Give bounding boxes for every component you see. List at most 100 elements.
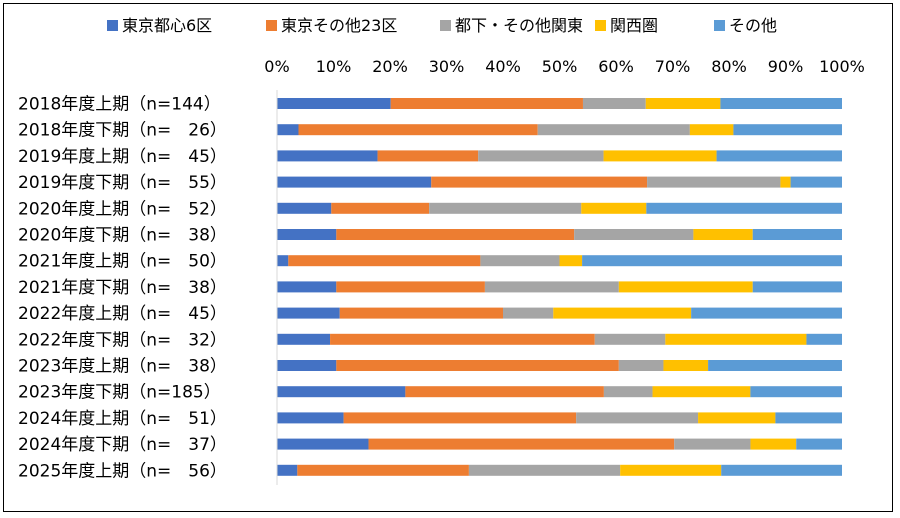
x-tick-label-8: 80% bbox=[711, 57, 747, 76]
bar-segment-9-3 bbox=[665, 333, 807, 345]
legend-swatch-4 bbox=[714, 20, 725, 31]
bar-segment-7-3 bbox=[618, 281, 753, 293]
bar-segment-3-3 bbox=[780, 176, 791, 188]
bar-segment-10-3 bbox=[663, 360, 709, 371]
bar-segment-3-1 bbox=[431, 176, 648, 188]
bar-segment-9-1 bbox=[330, 333, 595, 345]
x-tick-label-4: 40% bbox=[485, 57, 521, 76]
bar-segment-6-2 bbox=[480, 255, 560, 267]
bar-segment-5-0 bbox=[277, 229, 337, 240]
bar-segment-3-2 bbox=[647, 176, 781, 188]
bar-segment-14-2 bbox=[468, 464, 621, 476]
bar-segment-4-0 bbox=[277, 202, 332, 214]
bar-segment-2-4 bbox=[716, 150, 842, 162]
x-axis-tick-labels: 0% 10% 20% 30% 40% 50% 60% 70% 80% 90% 100% bbox=[264, 57, 865, 76]
bar-segment-5-1 bbox=[336, 229, 575, 240]
bar-segment-0-4 bbox=[720, 98, 842, 109]
bar-segment-6-4 bbox=[582, 255, 842, 267]
bar-segment-14-4 bbox=[721, 464, 842, 476]
bar-segment-4-3 bbox=[581, 202, 647, 214]
bar-segment-13-3 bbox=[750, 438, 797, 450]
bar-segment-2-1 bbox=[377, 150, 479, 162]
bar-segment-12-0 bbox=[277, 412, 344, 424]
legend-label-3: 関西圏 bbox=[610, 16, 658, 35]
x-tick-label-2: 20% bbox=[372, 57, 408, 76]
bar-segment-5-4 bbox=[752, 229, 842, 240]
category-label-13: 2024年度下期（n= 37） bbox=[18, 435, 227, 455]
bar-segment-8-0 bbox=[277, 307, 340, 319]
legend-swatch-2 bbox=[440, 20, 451, 31]
category-label-3: 2019年度下期（n= 55） bbox=[18, 173, 227, 193]
bar-segment-12-2 bbox=[576, 412, 699, 424]
bar-segment-11-2 bbox=[603, 386, 653, 398]
bar-segment-14-1 bbox=[297, 464, 469, 476]
category-label-9: 2022年度下期（n= 32） bbox=[18, 330, 227, 350]
bar-segment-8-3 bbox=[553, 307, 692, 319]
bar-segment-11-4 bbox=[750, 386, 842, 398]
bar-segment-8-4 bbox=[691, 307, 842, 319]
bar-segment-14-3 bbox=[620, 464, 722, 476]
bar-segment-11-3 bbox=[652, 386, 751, 398]
bar-segment-6-3 bbox=[559, 255, 583, 267]
legend-label-2: 都下・その他関東 bbox=[455, 16, 583, 35]
bar-segment-13-2 bbox=[674, 438, 751, 450]
bar-segment-1-0 bbox=[277, 124, 299, 136]
bar-segment-1-4 bbox=[733, 124, 842, 136]
bar-segment-9-0 bbox=[277, 333, 331, 345]
bar-segment-9-4 bbox=[806, 333, 842, 345]
legend-swatch-1 bbox=[266, 20, 277, 31]
bar-segment-12-4 bbox=[775, 412, 842, 424]
bar-segment-2-2 bbox=[478, 150, 604, 162]
bar-segment-9-2 bbox=[594, 333, 666, 345]
bar-segment-7-1 bbox=[336, 281, 485, 293]
bar-segment-3-0 bbox=[277, 176, 432, 188]
category-label-10: 2023年度上期（n= 38） bbox=[18, 357, 227, 377]
bar-segment-13-0 bbox=[277, 438, 369, 450]
bar-segment-5-3 bbox=[693, 229, 753, 240]
bar-segment-7-4 bbox=[752, 281, 842, 293]
bar-segment-14-0 bbox=[277, 464, 298, 476]
x-tick-label-6: 60% bbox=[598, 57, 634, 76]
bar-segment-10-4 bbox=[708, 360, 842, 371]
bar-segment-7-0 bbox=[277, 281, 337, 293]
category-label-7: 2021年度下期（n= 38） bbox=[18, 278, 227, 298]
bar-segment-1-3 bbox=[689, 124, 734, 136]
x-tick-label-0: 0% bbox=[264, 57, 289, 76]
bar-segment-8-1 bbox=[339, 307, 503, 319]
legend-swatch-3 bbox=[595, 20, 606, 31]
category-label-1: 2018年度下期（n= 26） bbox=[18, 121, 227, 141]
bar-segment-6-0 bbox=[277, 255, 289, 267]
category-label-12: 2024年度上期（n= 51） bbox=[18, 409, 227, 429]
category-label-11: 2023年度下期（n=185） bbox=[18, 383, 221, 403]
bar-segment-0-2 bbox=[582, 98, 646, 109]
bars bbox=[277, 98, 842, 476]
bar-segment-0-3 bbox=[645, 98, 721, 109]
x-tick-label-7: 70% bbox=[655, 57, 691, 76]
bar-segment-0-0 bbox=[277, 98, 391, 109]
x-tick-label-3: 30% bbox=[429, 57, 465, 76]
x-tick-label-1: 10% bbox=[316, 57, 352, 76]
legend-label-0: 東京都心6区 bbox=[122, 16, 212, 35]
bar-segment-12-3 bbox=[698, 412, 776, 424]
category-label-0: 2018年度上期（n=144） bbox=[18, 95, 221, 115]
x-tick-label-10: 100% bbox=[819, 57, 865, 76]
x-tick-label-9: 90% bbox=[768, 57, 804, 76]
bar-segment-11-0 bbox=[277, 386, 406, 398]
legend-label-4: その他 bbox=[729, 16, 777, 35]
category-label-4: 2020年度上期（n= 52） bbox=[18, 199, 227, 219]
bar-segment-10-0 bbox=[277, 360, 337, 371]
legend: 東京都心6区 東京その他23区 都下・その他関東 関西圏 その他 bbox=[107, 16, 777, 35]
bar-segment-8-2 bbox=[503, 307, 554, 319]
bar-segment-5-2 bbox=[574, 229, 694, 240]
bar-segment-10-2 bbox=[618, 360, 664, 371]
category-label-5: 2020年度下期（n= 38） bbox=[18, 226, 227, 246]
bar-segment-2-3 bbox=[603, 150, 717, 162]
y-axis-category-labels: 2018年度上期（n=144） 2018年度下期（n= 26） 2019年度上期（n… bbox=[18, 95, 227, 482]
category-label-2: 2019年度上期（n= 45） bbox=[18, 147, 227, 167]
bar-segment-13-4 bbox=[796, 438, 842, 450]
bar-segment-6-1 bbox=[288, 255, 481, 267]
legend-label-1: 東京その他23区 bbox=[281, 16, 397, 35]
x-tick-label-5: 50% bbox=[542, 57, 578, 76]
bar-segment-12-1 bbox=[343, 412, 577, 424]
bar-segment-4-1 bbox=[331, 202, 430, 214]
